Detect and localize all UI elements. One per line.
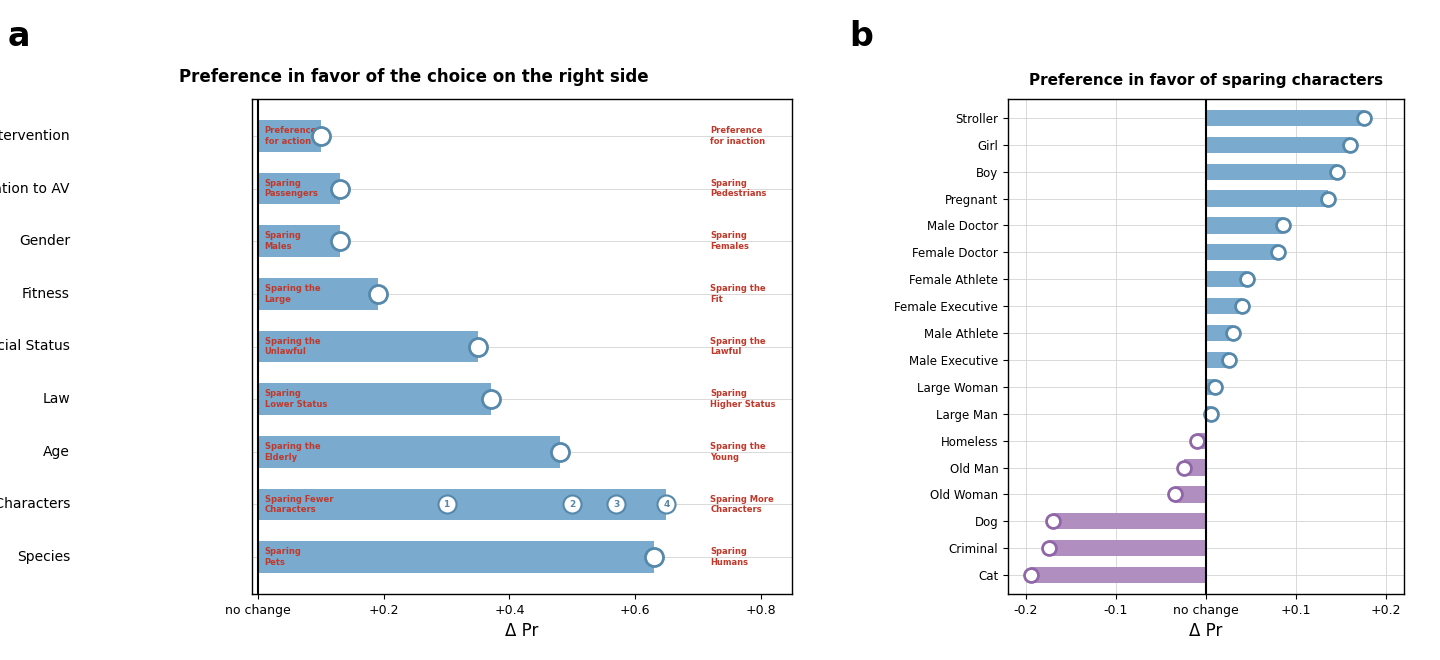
Text: Preference
for action: Preference for action xyxy=(265,126,317,146)
Text: Sparing
Pets: Sparing Pets xyxy=(265,547,301,567)
Bar xyxy=(1207,325,1233,341)
Text: No. Characters: No. Characters xyxy=(0,498,71,512)
Text: Species: Species xyxy=(17,550,71,564)
Text: Sparing Fewer
Characters: Sparing Fewer Characters xyxy=(265,495,333,514)
Text: Sparing the
Lawful: Sparing the Lawful xyxy=(710,337,766,356)
Bar xyxy=(1207,406,1211,422)
Bar xyxy=(1197,432,1207,449)
Text: Sparing the
Young: Sparing the Young xyxy=(710,442,766,461)
Bar xyxy=(258,278,377,310)
Bar xyxy=(258,488,667,520)
Bar xyxy=(1207,110,1364,126)
Bar xyxy=(258,120,321,152)
Bar xyxy=(258,436,560,468)
Bar xyxy=(1207,137,1351,153)
Text: Sparing
Passengers: Sparing Passengers xyxy=(265,179,318,198)
Text: Age: Age xyxy=(43,445,71,459)
Text: 2: 2 xyxy=(569,500,576,509)
Bar xyxy=(258,541,654,573)
Bar xyxy=(1184,459,1207,476)
Bar xyxy=(1207,244,1279,261)
Title: Preference in favor of the choice on the right side: Preference in favor of the choice on the… xyxy=(179,69,649,86)
Bar xyxy=(1207,352,1228,368)
Text: 3: 3 xyxy=(613,500,619,509)
Bar xyxy=(1207,271,1247,287)
Bar xyxy=(1048,540,1207,556)
Text: Law: Law xyxy=(42,392,71,406)
Text: a: a xyxy=(7,20,30,53)
Text: b: b xyxy=(850,20,874,53)
Bar xyxy=(258,225,340,257)
Bar xyxy=(1207,217,1283,234)
Text: Sparing
Pedestrians: Sparing Pedestrians xyxy=(710,179,766,198)
X-axis label: Δ Pr: Δ Pr xyxy=(1189,622,1223,640)
Text: Sparing the
Elderly: Sparing the Elderly xyxy=(265,442,320,461)
Bar xyxy=(258,383,491,415)
Text: Sparing the
Unlawful: Sparing the Unlawful xyxy=(265,337,320,356)
Text: 4: 4 xyxy=(664,500,670,509)
Text: Gender: Gender xyxy=(19,234,71,248)
Text: Relation to AV: Relation to AV xyxy=(0,182,71,195)
Text: Sparing
Lower Status: Sparing Lower Status xyxy=(265,389,327,409)
Text: Sparing
Humans: Sparing Humans xyxy=(710,547,749,567)
Text: Sparing
Females: Sparing Females xyxy=(710,232,749,251)
Text: Sparing the
Large: Sparing the Large xyxy=(265,284,320,304)
Bar xyxy=(1207,191,1328,207)
Text: Fitness: Fitness xyxy=(22,287,71,301)
Text: Intervention: Intervention xyxy=(0,129,71,143)
Text: Preference
for inaction: Preference for inaction xyxy=(710,126,766,146)
Text: Sparing the
Fit: Sparing the Fit xyxy=(710,284,766,304)
Bar xyxy=(1031,567,1207,583)
Bar xyxy=(1053,513,1207,529)
Text: Sparing
Higher Status: Sparing Higher Status xyxy=(710,389,776,409)
Text: 1: 1 xyxy=(444,500,449,509)
Bar xyxy=(258,173,340,205)
X-axis label: Δ Pr: Δ Pr xyxy=(505,622,539,640)
Text: Social Status: Social Status xyxy=(0,339,71,354)
Text: Sparing
Males: Sparing Males xyxy=(265,232,301,251)
Bar xyxy=(1175,486,1207,502)
Bar xyxy=(258,331,478,362)
Text: Sparing More
Characters: Sparing More Characters xyxy=(710,495,775,514)
Title: Preference in favor of sparing characters: Preference in favor of sparing character… xyxy=(1030,73,1382,88)
Bar xyxy=(1207,298,1241,314)
Bar xyxy=(1207,379,1215,395)
Bar xyxy=(1207,164,1336,180)
